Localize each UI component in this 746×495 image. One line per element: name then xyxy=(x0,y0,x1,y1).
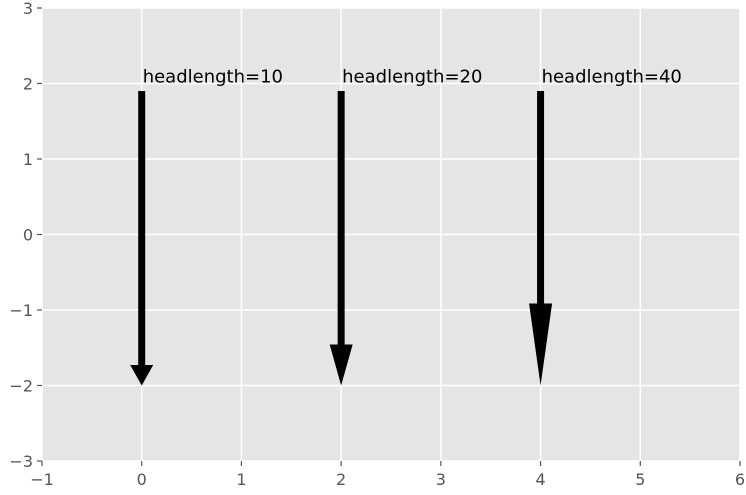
y-tick-label: −3 xyxy=(9,452,33,471)
arrow-headlength-20 xyxy=(329,91,353,386)
y-tick-label: −2 xyxy=(9,377,33,396)
x-tick-label: 2 xyxy=(336,470,346,489)
arrow-label-headlength-20: headlength=20 xyxy=(342,67,482,88)
x-tick-label: 0 xyxy=(137,470,147,489)
arrow-headlength-40 xyxy=(529,91,553,386)
y-tick-label: 0 xyxy=(23,226,33,245)
arrow-label-headlength-10: headlength=10 xyxy=(143,67,283,88)
arrows-layer xyxy=(130,91,553,386)
arrow-headlength-10 xyxy=(130,91,154,386)
x-tick-label: 3 xyxy=(436,470,446,489)
y-axis: −3 −2 −1 0 1 2 3 xyxy=(9,0,42,471)
x-tick-label: −1 xyxy=(30,470,54,489)
x-tick-label: 4 xyxy=(535,470,545,489)
grid-lines xyxy=(41,7,741,462)
arrow-label-headlength-40: headlength=40 xyxy=(542,67,682,88)
arrow-labels: headlength=10 headlength=20 headlength=40 xyxy=(143,67,682,88)
x-tick-label: 5 xyxy=(635,470,645,489)
x-tick-label: 1 xyxy=(236,470,246,489)
y-tick-label: 1 xyxy=(23,150,33,169)
x-axis: −1 0 1 2 3 4 5 6 xyxy=(30,461,745,489)
y-tick-label: −1 xyxy=(9,301,33,320)
x-tick-label: 6 xyxy=(735,470,745,489)
y-tick-label: 2 xyxy=(23,75,33,94)
y-tick-label: 3 xyxy=(23,0,33,18)
